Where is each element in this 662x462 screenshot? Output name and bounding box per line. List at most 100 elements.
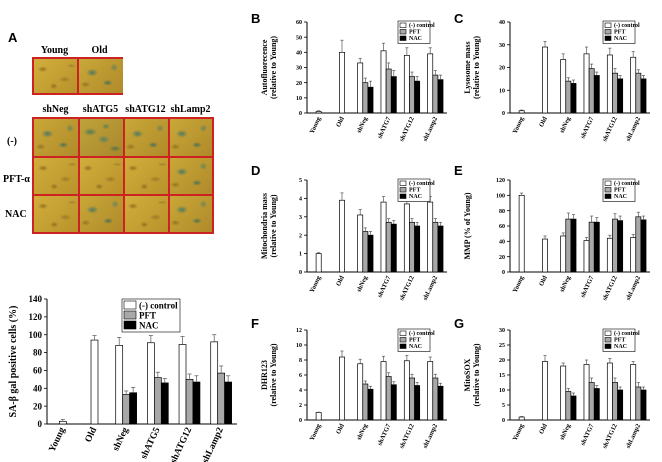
bar-b (339, 51, 345, 114)
y-tick-label-f: 4 (299, 388, 302, 394)
bar-e (560, 235, 567, 273)
y-tick-label-f: 0 (299, 418, 302, 424)
bar-d (357, 214, 364, 273)
category-label-c: Old (538, 116, 549, 129)
y-tick-label-d: 2 (299, 233, 302, 239)
bar-f (385, 376, 392, 421)
legend-swatch-b (399, 29, 407, 35)
y-axis-label-f: DHR123 (260, 360, 269, 390)
legend-label-e: PFT (614, 188, 625, 194)
chart-g: 0 5 10 15 20 25 30 MitoSOX (relative to Young) Yo… (463, 328, 650, 450)
micrograph-shneg-control (34, 119, 79, 156)
bar-f (362, 383, 369, 421)
bar-b (409, 76, 415, 114)
legend-swatch-c (604, 35, 612, 41)
bar-g (518, 416, 525, 421)
bar-a (115, 345, 124, 425)
category-label-g: Old (538, 423, 549, 436)
y-tick-label-a: 20 (33, 401, 43, 411)
micrograph-shatg12-pft (124, 157, 169, 194)
bar-e (593, 221, 600, 273)
bar-g (630, 364, 637, 421)
bar-e (617, 220, 624, 273)
micrograph-row-nac: NAC (5, 209, 27, 220)
legend-label-g: PFT (614, 338, 625, 344)
legend-swatch-g (604, 337, 612, 343)
bar-f (390, 384, 397, 421)
y-axis-label-g: MitoSOX (463, 358, 472, 391)
legend-label-b: (-) control (409, 22, 435, 29)
bar-c (518, 110, 525, 114)
category-label-d: shLamp2 (422, 275, 439, 302)
y-tick-label-d: 0 (299, 270, 302, 276)
micrograph-shneg-pft (34, 157, 79, 194)
bar-e (565, 218, 572, 273)
y-tick-label-c: 40 (499, 20, 505, 26)
y-tick-label-d: 1 (299, 252, 302, 258)
bar-a (129, 392, 137, 425)
y-tick-label-e: 0 (502, 270, 505, 276)
panel-label-c: C (454, 11, 464, 26)
micrograph-shatg12-nac (124, 195, 169, 232)
category-label-f: Old (335, 423, 346, 436)
category-label-b: shLamp2 (422, 116, 439, 143)
micrograph-label-young: Young (40, 45, 69, 56)
bar-f (432, 377, 439, 421)
y-tick-label-e: 100 (496, 193, 505, 199)
y-tick-label-a: 40 (33, 383, 43, 393)
y-tick-label-f: 10 (296, 343, 302, 349)
y-tick-label-e: 40 (499, 239, 505, 245)
bar-c (583, 53, 590, 114)
legend-label-d: (-) control (409, 180, 435, 187)
chart-c: 0 10 20 30 40 Lysosome mass (relative to Young… (463, 20, 650, 143)
y-tick-label-c: 20 (499, 66, 505, 72)
legend-label-e: (-) control (614, 180, 640, 187)
bar-g (583, 364, 590, 421)
legend-label-b: PFT (409, 30, 420, 36)
bar-d (380, 201, 387, 273)
bar-b (427, 53, 434, 114)
bar-a (224, 381, 232, 425)
y-tick-label-g: 10 (499, 388, 505, 394)
bar-a (122, 394, 131, 425)
y-tick-label-g: 0 (502, 418, 505, 424)
category-label-a: shLamp2 (201, 426, 226, 462)
bar-b (437, 79, 444, 114)
y-tick-label-g: 5 (502, 403, 505, 409)
micrograph-row-pft: PFT-α (3, 174, 30, 185)
legend-swatch-g (604, 330, 612, 336)
micrograph-shatg12-control (124, 119, 169, 156)
category-label-b: shATG7 (376, 115, 392, 139)
y-tick-label-d: 4 (299, 197, 302, 203)
y-tick-label-c: 10 (499, 88, 505, 94)
category-label-a: shATG12 (169, 426, 194, 462)
y-tick-label-g: 15 (499, 373, 505, 379)
bar-d (437, 225, 444, 273)
legend-label-f: (-) control (409, 330, 435, 337)
micrograph-shlamp2-control (169, 119, 212, 156)
legend-swatch-f (399, 330, 407, 336)
category-label-e: Young (512, 274, 526, 294)
panel-label-b: B (251, 11, 261, 26)
bar-e (630, 237, 637, 273)
legend-swatch-a (123, 310, 137, 320)
panel-label-f: F (251, 316, 259, 331)
y-tick-label-b: 0 (299, 111, 302, 117)
grid-divider (168, 119, 170, 232)
category-label-d: Young (309, 274, 323, 294)
category-label-c: Young (512, 115, 526, 135)
bar-b (367, 86, 374, 114)
micrograph-shatg5-control (79, 119, 124, 156)
legend-label-c: NAC (614, 36, 627, 42)
grid-divider (77, 59, 79, 93)
panel-label-e: E (454, 163, 463, 178)
y-tick-label-a: 140 (29, 294, 43, 304)
bar-d (403, 203, 410, 273)
chart-d: 0 1 2 3 4 5 Mitochondria mass (relative to Youn… (260, 178, 447, 302)
bar-d (385, 221, 392, 273)
bar-d (362, 231, 369, 273)
y-axis-label-b: Autofluorecence (260, 39, 269, 95)
bar-e (640, 219, 647, 273)
bar-g (560, 365, 567, 421)
legend-label-g: (-) control (614, 330, 640, 337)
